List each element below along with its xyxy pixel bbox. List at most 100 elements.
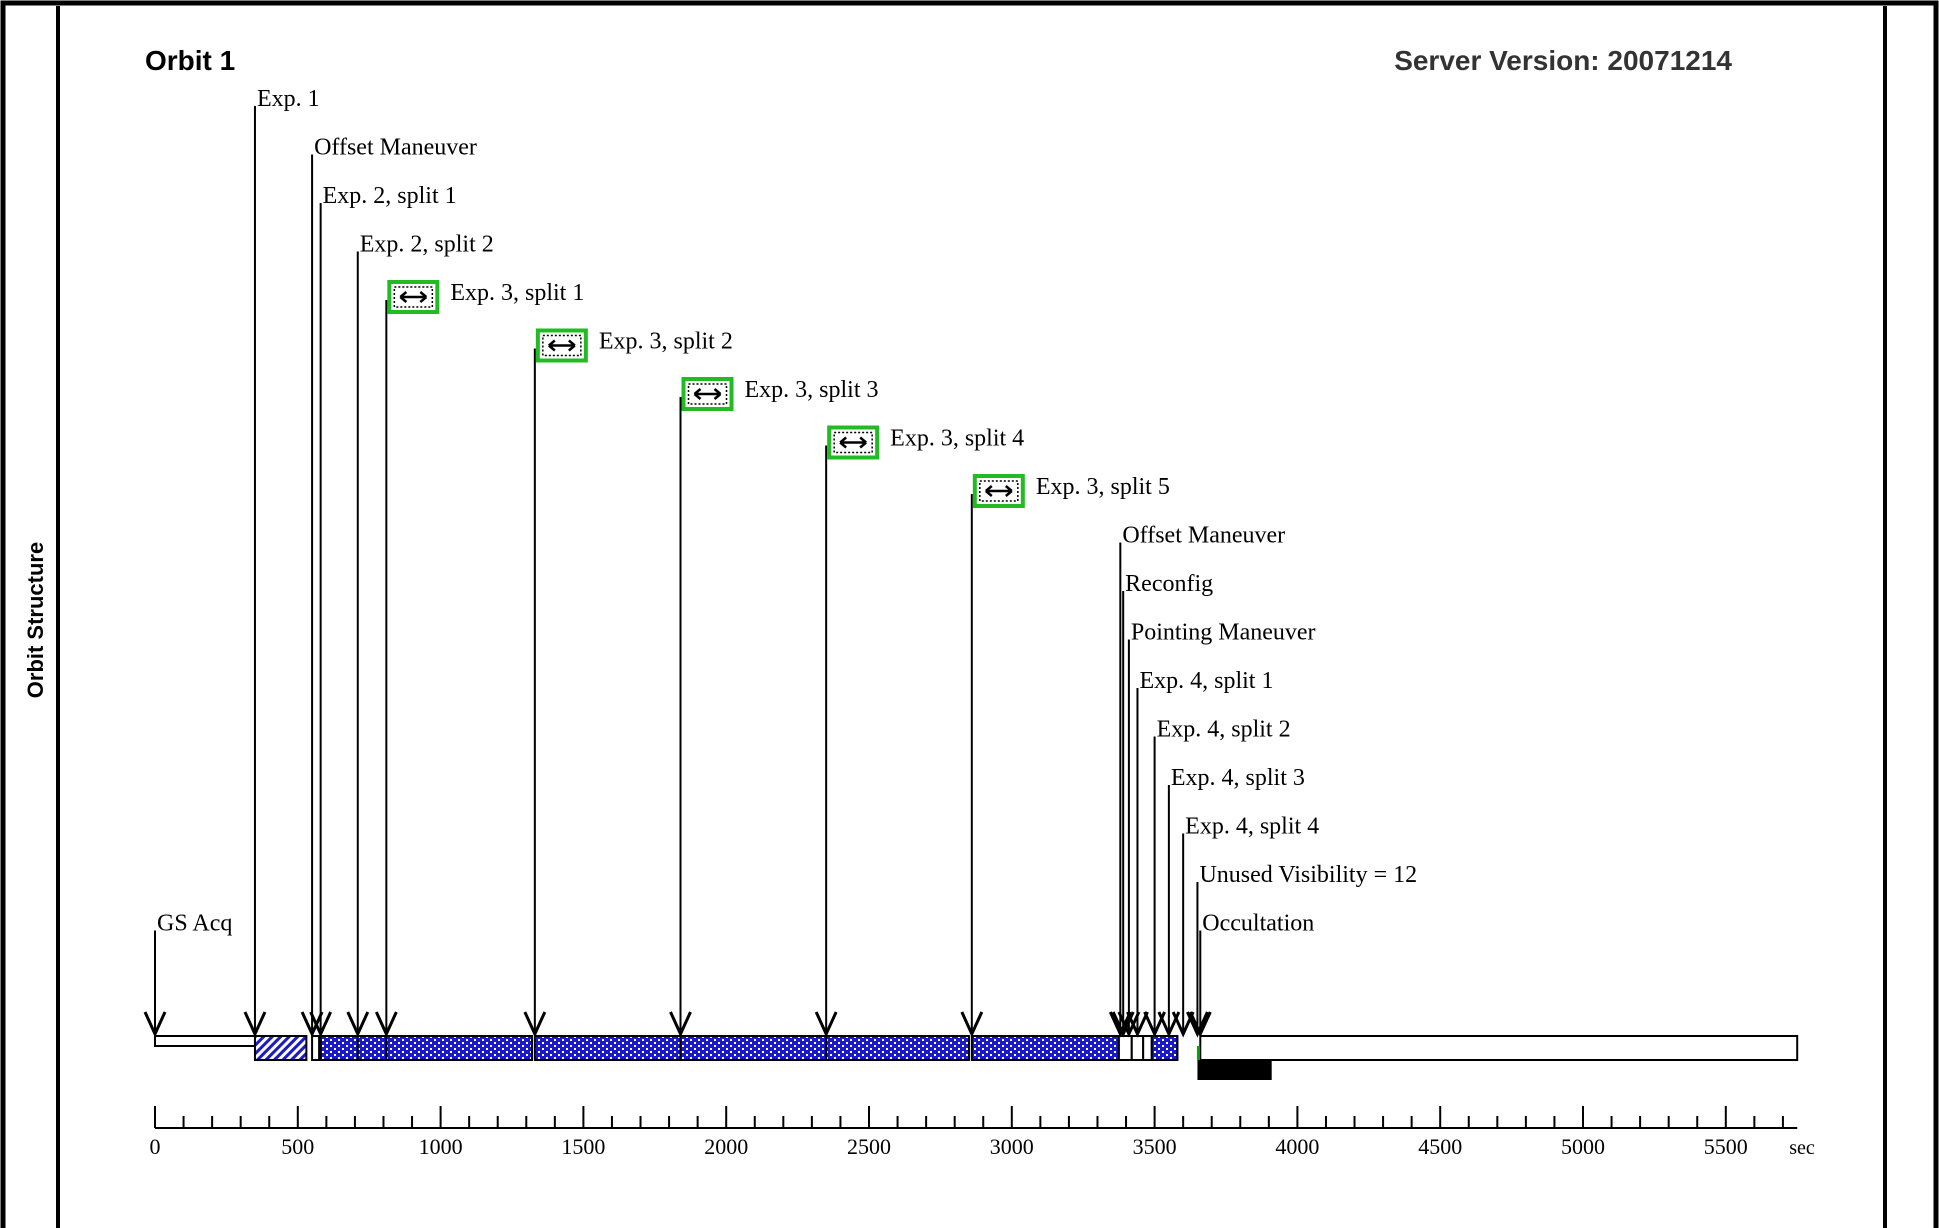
event-label: Offset Maneuver — [1122, 523, 1285, 549]
event-label: Exp. 4, split 1 — [1139, 668, 1273, 694]
expand-icon-inner — [687, 383, 728, 405]
event-label: Exp. 4, split 4 — [1185, 814, 1319, 840]
double-arrow-icon — [693, 388, 722, 400]
timeline-segment-dots — [1150, 1035, 1179, 1061]
timeline-segment-empty — [1199, 1035, 1799, 1061]
tick-label: 3000 — [990, 1134, 1034, 1159]
event-label: Exp. 2, split 1 — [323, 183, 457, 209]
tick-label: 3500 — [1133, 1134, 1177, 1159]
expand-icon — [972, 474, 1025, 508]
event-marker: GS Acq — [143, 911, 232, 1038]
event-marker: Pointing Maneuver — [1117, 620, 1316, 1038]
arrowhead — [300, 1011, 324, 1038]
arrowhead — [1186, 1011, 1209, 1038]
event-marker: Offset Maneuver — [1108, 523, 1285, 1038]
tick-label: 1500 — [561, 1134, 605, 1159]
occultation-bar — [1197, 1060, 1272, 1080]
event-marker: Exp. 1 — [243, 86, 320, 1038]
event-label: Reconfig — [1125, 571, 1213, 597]
double-arrow-icon — [985, 485, 1013, 497]
arrowhead — [960, 1011, 984, 1038]
expand-icon — [681, 377, 734, 411]
double-arrow-icon — [839, 436, 867, 449]
double-arrow-icon — [399, 291, 428, 303]
event-markers: GS Acq Exp. 1 Offset Maneuver Exp. 2, split… — [143, 86, 1417, 1038]
arrowhead — [346, 1011, 370, 1038]
event-marker: Unused Visibility = 12 — [1186, 862, 1417, 1038]
event-marker: Exp. 2, split 1 — [309, 183, 457, 1038]
timeline-segment-empty — [154, 1035, 256, 1047]
event-label: Unused Visibility = 12 — [1199, 862, 1417, 888]
expand-icon-inner — [833, 431, 873, 454]
expand-icon-inner — [979, 480, 1019, 502]
orbit-title: Orbit 1 — [145, 45, 235, 76]
arrowhead — [1108, 1011, 1132, 1038]
event-marker: Exp. 4, split 4 — [1171, 814, 1319, 1038]
timeline-segment-dots — [533, 1035, 970, 1061]
event-label: Exp. 4, split 3 — [1171, 765, 1305, 791]
unit-label: sec — [1789, 1137, 1815, 1159]
event-label: Occultation — [1202, 911, 1314, 937]
event-label: Exp. 2, split 2 — [360, 232, 494, 258]
double-arrow-icon — [548, 339, 576, 352]
event-label: Exp. 4, split 2 — [1157, 717, 1291, 743]
timeline-segment-hatch — [253, 1035, 308, 1061]
expand-icon — [827, 425, 880, 460]
event-label: GS Acq — [157, 911, 232, 937]
side-title: Orbit Structure — [23, 542, 48, 698]
expand-icon-inner — [542, 334, 582, 357]
tick-label: 1000 — [419, 1134, 463, 1159]
event-label: Exp. 1 — [257, 86, 320, 112]
event-marker: Exp. 3, split 2 — [523, 328, 733, 1038]
arrowhead — [143, 1011, 167, 1038]
tick-label: 4500 — [1418, 1134, 1462, 1159]
arrowhead — [243, 1011, 267, 1038]
event-marker: Exp. 2, split 2 — [346, 232, 494, 1038]
event-label: Exp. 3, split 2 — [599, 329, 733, 355]
event-marker: Offset Maneuver — [300, 135, 477, 1038]
event-marker: Occultation — [1188, 911, 1314, 1038]
timeline-segment-empty — [1142, 1035, 1153, 1061]
event-label: Offset Maneuver — [314, 135, 477, 161]
server-version: Server Version: 20071214 — [1394, 45, 1732, 76]
arrowhead — [523, 1011, 547, 1038]
timeline-segment-empty — [1117, 1035, 1133, 1061]
arrowhead — [669, 1011, 692, 1038]
event-marker: Exp. 3, split 5 — [960, 474, 1170, 1038]
event-marker: Exp. 3, split 1 — [374, 280, 584, 1038]
time-axis: 0 500 1000 1500 2000 2500 3000 3500 4000 4500 5000… — [150, 1106, 1815, 1159]
event-label: Exp. 3, split 3 — [745, 377, 879, 403]
tick-label: 2000 — [704, 1134, 748, 1159]
tick-label: 5500 — [1704, 1134, 1748, 1159]
timeline-layer — [154, 1035, 1799, 1080]
event-marker: Exp. 4, split 1 — [1126, 668, 1273, 1038]
arrowhead — [1117, 1011, 1141, 1038]
tick-label: 500 — [281, 1134, 314, 1159]
arrowhead — [374, 1011, 398, 1038]
event-label: Exp. 3, split 5 — [1036, 474, 1170, 500]
expand-icon — [535, 328, 588, 363]
event-marker: Exp. 3, split 4 — [814, 425, 1024, 1038]
timeline-segment-empty — [1130, 1035, 1145, 1061]
arrowhead — [814, 1011, 838, 1038]
timeline-segment-dots — [970, 1035, 1120, 1061]
timeline-segment-dots — [318, 1035, 533, 1061]
expand-icon — [387, 280, 440, 314]
tick-label: 2500 — [847, 1134, 891, 1159]
event-marker: Exp. 3, split 3 — [669, 377, 879, 1038]
arrowhead — [1188, 1011, 1212, 1038]
timeline-segment-empty — [311, 1035, 321, 1061]
event-label: Pointing Maneuver — [1131, 620, 1316, 646]
arrowhead — [309, 1011, 333, 1038]
event-marker: Exp. 4, split 3 — [1157, 765, 1305, 1038]
tick-label: 5000 — [1561, 1134, 1605, 1159]
event-label: Exp. 3, split 1 — [450, 280, 584, 306]
tick-label: 4000 — [1275, 1134, 1319, 1159]
event-label: Exp. 3, split 4 — [890, 426, 1024, 452]
arrowhead — [1126, 1011, 1149, 1038]
expand-icon-inner — [393, 286, 434, 308]
tick-label: 0 — [150, 1134, 161, 1159]
